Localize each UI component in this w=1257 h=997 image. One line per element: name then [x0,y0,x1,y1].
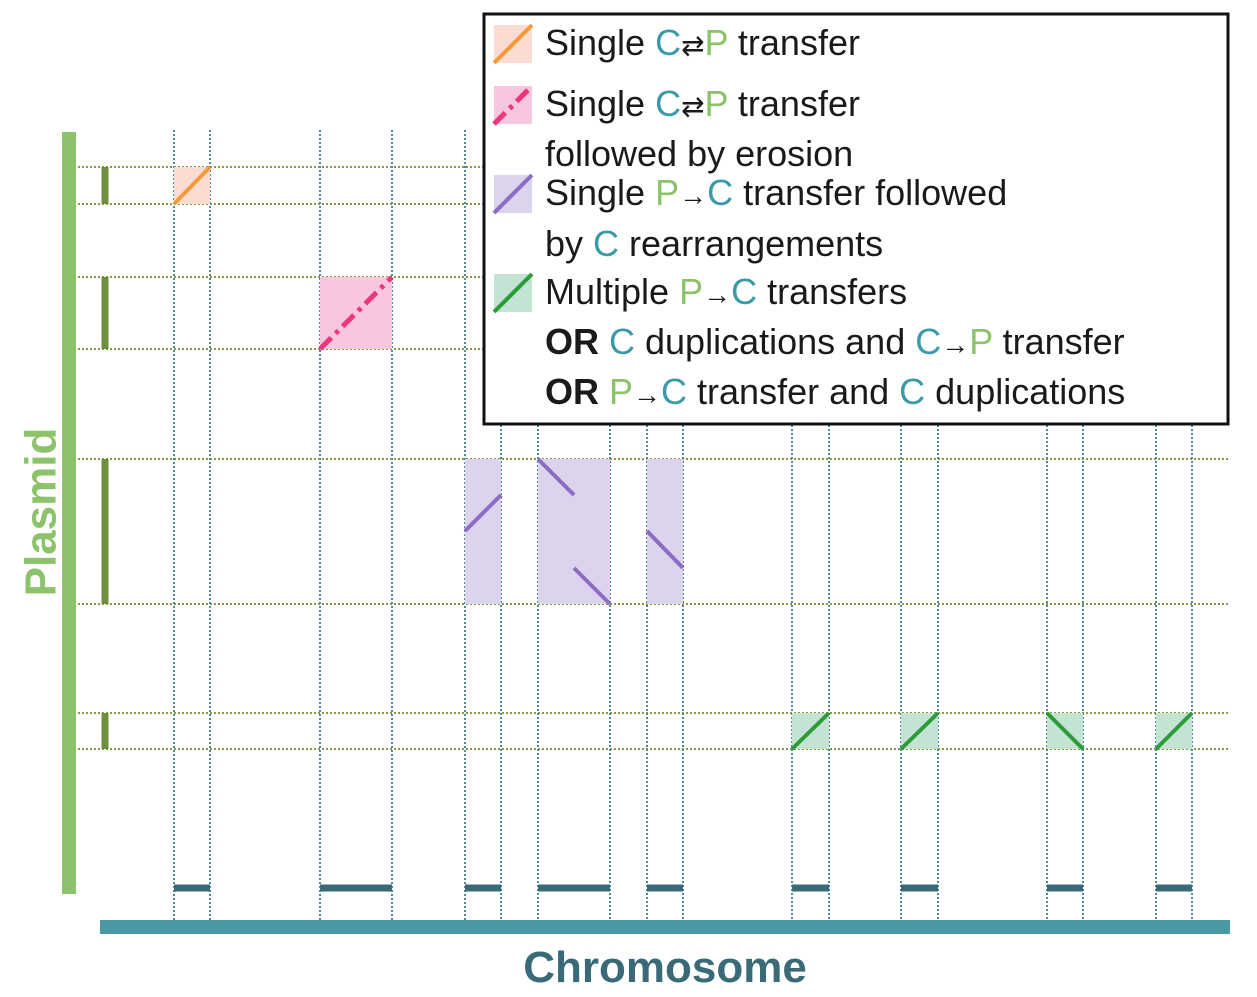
legend-run [599,371,609,412]
legend-run: by [545,223,593,264]
orange-solid-line-icon [492,23,534,65]
purple-block-fill [465,459,501,604]
legend-line: Single P→C transfer followed [545,172,1007,213]
legend-run: duplications and [635,321,915,362]
legend-run: rearrangements [619,223,883,264]
plasmid-letter: P [705,83,728,124]
pink-block-fill [320,277,392,349]
chromosome-letter: C [731,271,757,312]
legend-run: transfer [993,321,1125,362]
legend-run [599,321,609,362]
chromosome-letter: C [707,172,733,213]
purple-diagonal [572,566,612,606]
purple-diagonal [645,529,685,570]
legend-run: ⇄ [681,91,704,122]
orange-diagonal [172,165,212,206]
purple-match-blocks [463,457,685,606]
chromosome-letter: C [915,321,941,362]
legend-line: OR C duplications and C→P transfer [545,321,1125,362]
legend-run: OR [545,371,599,412]
legend-run: → [941,329,969,360]
legend-line: Single C⇄P transfer [545,83,860,124]
chromosome-letter: C [655,22,681,63]
legend-run: transfer and [687,371,899,412]
green-match-blocks [790,711,1194,751]
legend-run: followed by erosion [545,133,853,174]
purple-block-fill [538,459,610,604]
pink-dashdot-line-icon [492,84,534,126]
legend-line: OR P→C transfer and C duplications [545,371,1125,412]
plasmid-letter: P [679,271,703,312]
green-diagonal [1154,711,1194,751]
green-diagonal [1045,711,1085,751]
legend-run: transfer followed [733,172,1007,213]
vertical-grid-lines [173,130,1193,920]
legend-run: Single [545,22,655,63]
legend-run: OR [545,321,599,362]
legend-run: transfers [757,271,907,312]
plasmid-axis-title: Plasmid [17,428,66,597]
chromosome-letter: C [661,371,687,412]
legend-run: → [703,279,731,310]
legend-run: transfer [728,22,860,63]
chromosome-letter: C [609,321,635,362]
legend-run: Single [545,172,655,213]
purple-diagonal [536,457,576,497]
green-diagonal [790,711,831,751]
green-diagonal [899,711,940,751]
legend-run: Single [545,83,655,124]
legend-run: transfer [728,83,860,124]
legend-run: duplications [925,371,1125,412]
chromosome-letter: C [593,223,619,264]
purple-block-fill [647,459,683,604]
plasmid-letter: P [609,371,633,412]
plasmid-axis-bar [62,132,76,894]
legend-run: → [679,180,707,211]
pink-match-block [318,275,394,351]
chromosome-letter: C [899,371,925,412]
legend-box [482,12,1230,426]
legend-line: Multiple P→C transfers [545,271,907,312]
legend-run: → [633,379,661,410]
plasmid-letter: P [969,321,992,362]
chromosome-axis-bar [100,920,1230,934]
legend-run: Multiple [545,271,679,312]
horizontal-grid-lines [78,166,1228,750]
plasmid-letter: P [705,22,728,63]
purple-diagonal [463,493,503,533]
legend-line: by C rearrangements [545,223,883,264]
chromosome-letter: C [655,83,681,124]
legend-run: ⇄ [681,30,704,61]
orange-match-block [172,165,212,206]
chromosome-axis-title: Chromosome [523,943,807,992]
purple-line-icon [492,173,534,215]
plasmid-letter: P [655,172,679,213]
legend-line: Single C⇄P transfer [545,22,860,63]
green-line-icon [492,272,534,314]
legend-line: followed by erosion [545,133,853,174]
